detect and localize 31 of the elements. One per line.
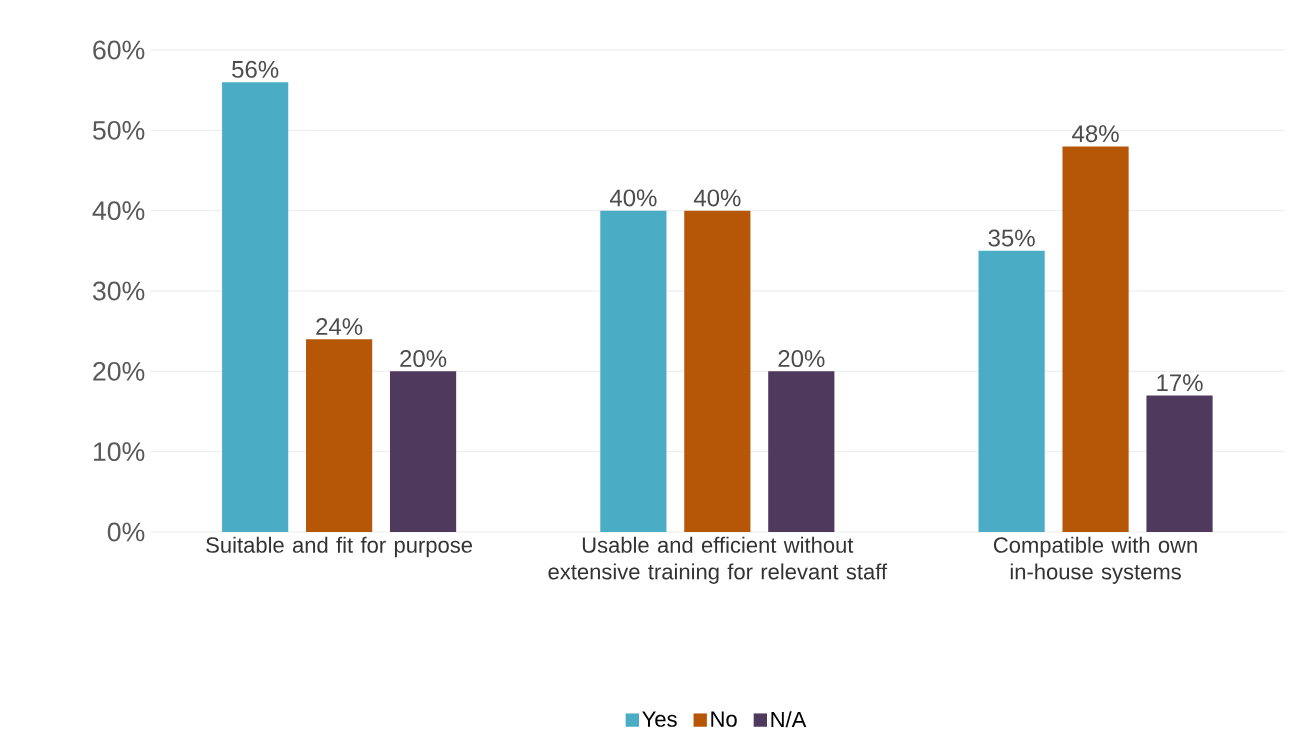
x-tick-label: Usable and efficient without extensive training for relevant staff [548,536,888,584]
bar [222,82,289,532]
data-label: 20% [778,350,825,368]
x-tick-label: Compatible with own in-house systems [993,536,1197,584]
bar [389,371,457,532]
data-label: 48% [1072,125,1119,143]
y-tick-label: 50% [92,120,145,140]
bar [1146,395,1213,532]
data-label: 56% [232,60,279,78]
bar [306,339,373,532]
x-tick-label: Suitable and fit for purpose [206,536,472,558]
bar [600,210,667,532]
data-label: 35% [988,229,1035,247]
y-tick-label: 10% [93,442,145,462]
bar [1062,146,1129,532]
legend-label: N/A [771,711,807,728]
data-label: 40% [693,189,741,207]
data-label: 20% [400,350,447,368]
data-label: 17% [1157,374,1203,392]
legend-label: Yes [642,711,677,727]
y-tick-label: 60% [93,40,145,60]
y-tick-label: 30% [92,281,145,301]
bar [768,371,835,532]
data-label: 40% [609,189,657,207]
y-tick-label: 20% [93,361,145,381]
bar [684,210,751,532]
y-tick-label: 0% [107,522,145,542]
bar [978,250,1045,532]
y-tick-label: 40% [92,201,145,221]
data-label: 24% [316,318,363,335]
legend-label: No [711,711,737,727]
